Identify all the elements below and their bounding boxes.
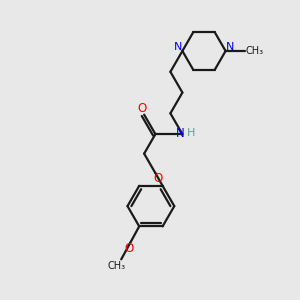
Text: N: N xyxy=(226,42,234,52)
Text: O: O xyxy=(124,242,133,255)
Text: CH₃: CH₃ xyxy=(108,261,126,271)
Text: O: O xyxy=(137,102,146,115)
Text: H: H xyxy=(187,128,196,138)
Text: O: O xyxy=(153,172,162,185)
Text: CH₃: CH₃ xyxy=(245,46,263,56)
Text: N: N xyxy=(174,42,182,52)
Text: N: N xyxy=(176,127,185,140)
